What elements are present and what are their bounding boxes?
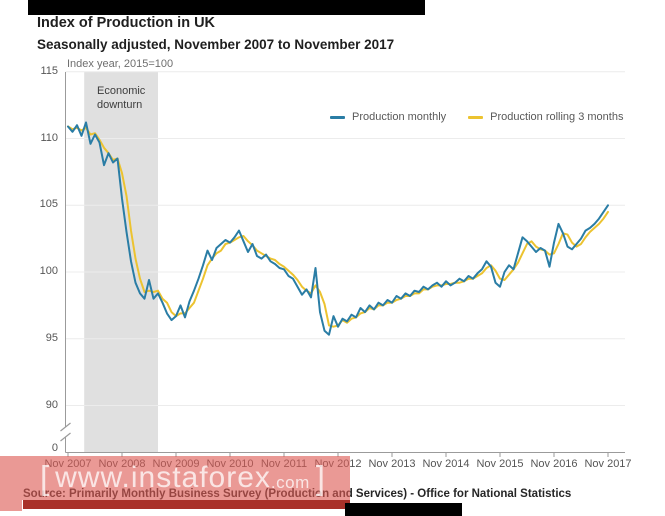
x-tick-label-nov-2015: Nov 2015 xyxy=(476,458,524,470)
y-tick-label-100: 100 xyxy=(39,265,58,277)
watermark-corner-stub xyxy=(0,500,22,511)
legend-swatch-monthly-line xyxy=(330,115,345,119)
watermark-url: www.instaforex xyxy=(55,461,271,494)
y-tick-label-90: 90 xyxy=(45,398,58,411)
watermark-url-suffix: .com xyxy=(270,472,310,492)
watermark-band xyxy=(0,456,350,500)
watermark-text: [ www.instaforex .com ] xyxy=(34,456,331,500)
y-tick-label-110: 110 xyxy=(40,131,58,144)
x-tick-label-nov-2013: Nov 2013 xyxy=(368,458,416,470)
index-unit-note: Index year, 2015=100 xyxy=(67,58,174,70)
y-tick-label-115: 115 xyxy=(40,64,58,77)
x-tick-label-nov-2014: Nov 2014 xyxy=(422,458,470,470)
watermark-bracket-right: ] xyxy=(315,459,325,496)
bottom-redaction-bar xyxy=(345,503,462,516)
x-tick-label-nov-2017: Nov 2017 xyxy=(584,458,632,470)
page-title: Index of Production in UK xyxy=(37,15,216,31)
legend-swatch-rolling-line xyxy=(468,115,484,119)
y-tick-label-105: 105 xyxy=(39,198,58,211)
legend-label-production-monthly: Production monthly xyxy=(352,111,447,123)
recession-band-label: Economic downturn xyxy=(97,85,146,112)
x-tick-label-nov-2016: Nov 2016 xyxy=(530,458,578,470)
axis-break-slash xyxy=(60,422,71,432)
legend-item-production-rolling: Production rolling 3 months xyxy=(468,111,623,123)
chart-subtitle: Seasonally adjusted, November 2007 to No… xyxy=(37,37,395,52)
watermark-red-bar xyxy=(23,500,350,509)
chart-legend: Production monthly Production rolling 3 … xyxy=(330,111,623,123)
top-redaction-bar xyxy=(28,0,425,15)
legend-label-production-rolling: Production rolling 3 months xyxy=(490,111,624,123)
legend-item-production-monthly: Production monthly xyxy=(330,111,446,123)
y-tick-label-0: 0 xyxy=(51,442,58,454)
axis-break-slash xyxy=(60,432,71,442)
recession-band xyxy=(84,72,158,453)
watermark-bracket-left: [ xyxy=(40,459,50,496)
series-line-production-monthly xyxy=(67,121,609,336)
y-tick-label-95: 95 xyxy=(45,331,58,344)
